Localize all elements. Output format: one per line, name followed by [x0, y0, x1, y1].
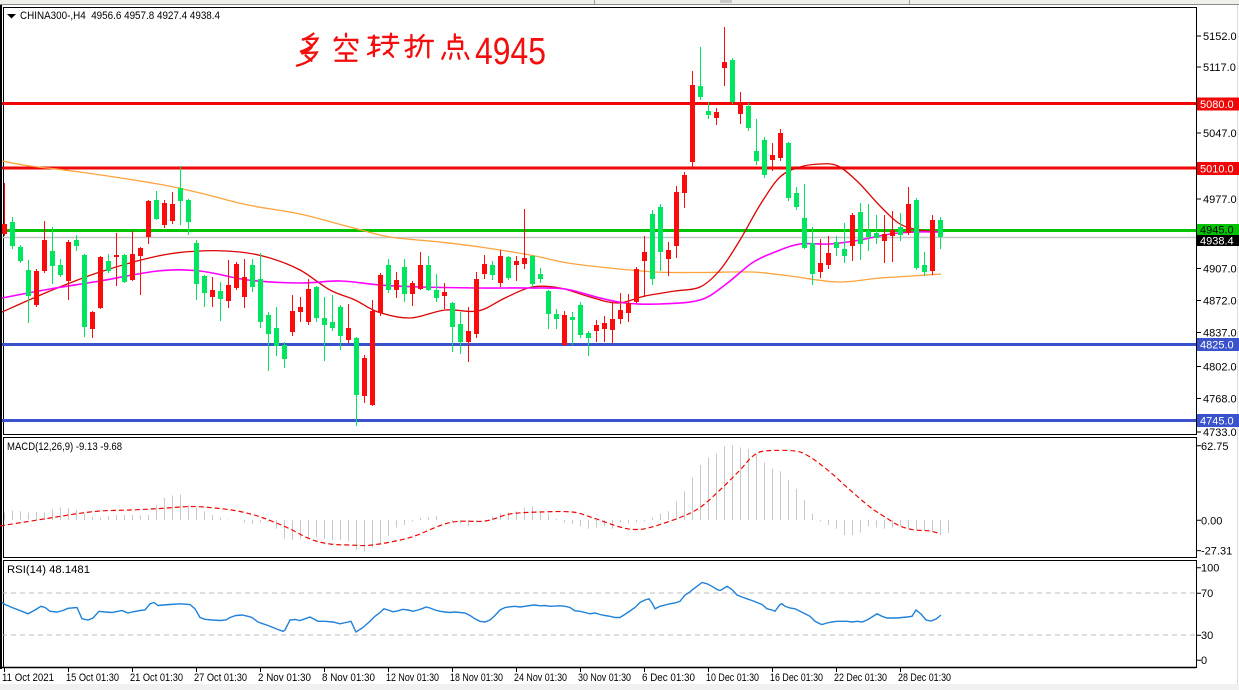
svg-text:15 Oct 01:30: 15 Oct 01:30: [66, 672, 119, 684]
svg-text:4733.0: 4733.0: [1203, 427, 1237, 439]
svg-text:12 Nov 01:30: 12 Nov 01:30: [386, 672, 439, 684]
svg-text:4938.4: 4938.4: [1200, 236, 1234, 248]
svg-text:30: 30: [1201, 630, 1213, 642]
svg-text:5152.0: 5152.0: [1203, 31, 1237, 43]
svg-text:4825.0: 4825.0: [1200, 340, 1234, 352]
svg-text:0.00: 0.00: [1201, 515, 1222, 527]
svg-text:62.75: 62.75: [1201, 441, 1229, 453]
svg-text:28 Dec 01:30: 28 Dec 01:30: [898, 672, 951, 684]
svg-text:5010.0: 5010.0: [1200, 164, 1234, 176]
svg-text:4977.0: 4977.0: [1203, 194, 1237, 206]
svg-text:4768.0: 4768.0: [1203, 394, 1237, 406]
svg-text:4907.0: 4907.0: [1203, 264, 1237, 276]
svg-text:5117.0: 5117.0: [1203, 62, 1236, 74]
svg-text:100: 100: [1201, 563, 1219, 575]
svg-text:18 Nov 01:30: 18 Nov 01:30: [450, 672, 503, 684]
svg-text:11 Oct 2021: 11 Oct 2021: [2, 672, 54, 684]
svg-text:2 Nov 01:30: 2 Nov 01:30: [258, 672, 311, 684]
svg-text:6 Dec 01:30: 6 Dec 01:30: [642, 672, 695, 684]
svg-text:4945.0: 4945.0: [1200, 225, 1234, 237]
svg-text:27 Oct 01:30: 27 Oct 01:30: [194, 672, 247, 684]
svg-text:10 Dec 01:30: 10 Dec 01:30: [706, 672, 759, 684]
svg-text:4872.0: 4872.0: [1203, 296, 1237, 308]
svg-text:5047.0: 5047.0: [1203, 128, 1237, 140]
svg-text:-27.31: -27.31: [1201, 546, 1232, 558]
svg-text:0: 0: [1201, 655, 1207, 667]
svg-text:70: 70: [1201, 588, 1213, 600]
svg-text:5080.0: 5080.0: [1200, 99, 1234, 111]
svg-text:CHINA300-,H4 4956.6 4957.8 49: CHINA300-,H4 4956.6 4957.8 4927.4 4938.4: [20, 10, 220, 22]
svg-text:16 Dec 01:30: 16 Dec 01:30: [770, 672, 823, 684]
svg-text:4802.0: 4802.0: [1203, 362, 1237, 374]
svg-text:4745.0: 4745.0: [1200, 416, 1234, 428]
svg-text:MACD(12,26,9) -9.13 -9.68: MACD(12,26,9) -9.13 -9.68: [7, 441, 122, 453]
svg-text:21 Oct 01:30: 21 Oct 01:30: [130, 672, 183, 684]
svg-text:RSI(14) 48.1481: RSI(14) 48.1481: [7, 564, 90, 576]
svg-text:8 Nov 01:30: 8 Nov 01:30: [322, 672, 375, 684]
svg-text:22 Dec 01:30: 22 Dec 01:30: [834, 672, 887, 684]
svg-text:30 Nov 01:30: 30 Nov 01:30: [578, 672, 631, 684]
svg-text:4945: 4945: [475, 31, 546, 73]
svg-text:24 Nov 01:30: 24 Nov 01:30: [514, 672, 567, 684]
svg-text:4837.0: 4837.0: [1203, 328, 1237, 340]
